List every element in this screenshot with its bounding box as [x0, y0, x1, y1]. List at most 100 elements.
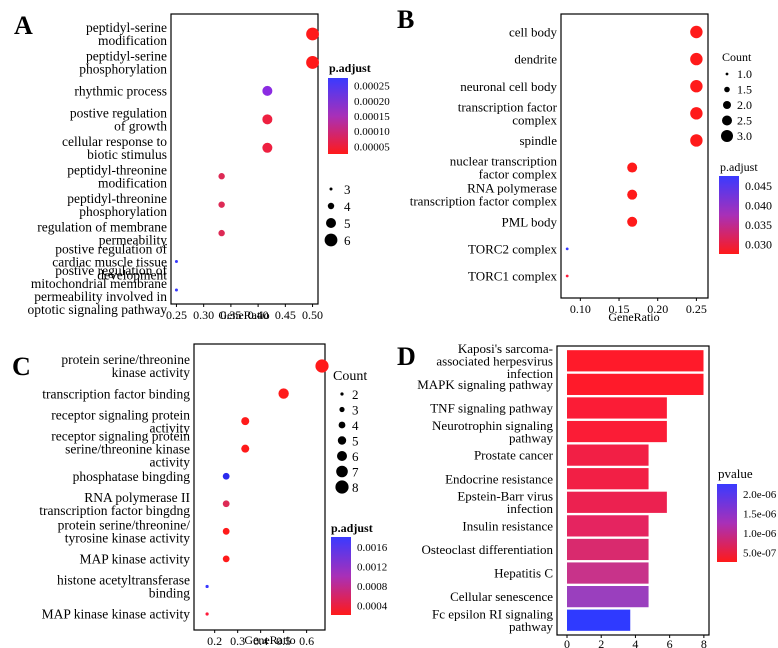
panel-d-color-legend: pvalue 2.0e-06 1.5e-06 1.0e-06 5.0e-07 — [717, 466, 777, 562]
b-point — [565, 247, 569, 251]
b-y-label: RNA polymerase transcription factor compl… — [410, 181, 558, 209]
c-point — [222, 472, 230, 480]
panel-d-y-label: TNF signaling pathway — [430, 401, 553, 416]
a-point — [262, 85, 273, 96]
panel-label-c: C — [12, 352, 31, 381]
panel-c-color-legend-title: p.adjust — [331, 521, 373, 535]
b-point — [690, 52, 703, 66]
panel-label-b: B — [397, 5, 414, 34]
a-y-label: cellular response to biotic stimulus — [62, 134, 167, 162]
panel-d-bar — [567, 373, 704, 395]
b-y-label: neuronal cell body — [460, 79, 557, 94]
panel-d-y-label: Epstein-Barr virus infection — [457, 489, 553, 517]
panel-b-x-ticks: 0.10 0.15 0.20 0.25 — [570, 298, 707, 316]
c-x-tick-label: 0.6 — [299, 634, 314, 648]
panel-a-size-legend-label: 3 — [344, 182, 351, 197]
panel-d-color-legend-title: pvalue — [718, 466, 753, 481]
b-point — [627, 216, 638, 227]
panel-d-bar — [567, 515, 649, 537]
panel-d-y-label: Cellular senescence — [450, 589, 553, 604]
panel-d-y-label: Prostate cancer — [474, 448, 554, 463]
panel-d-y-label: Kaposi's sarcoma-associated herpesvirus i… — [436, 341, 553, 381]
panel-a-points — [174, 27, 319, 292]
panel-c-size-legend-label: 6 — [352, 449, 359, 464]
panel-c-xlabel: GeneRatio — [244, 633, 295, 647]
c-y-label: protein serine/threonine kinase activity — [61, 352, 190, 380]
c-x-tick-label: 0.4 — [253, 634, 268, 648]
panel-d-y-label: MAPK signaling pathway — [417, 377, 553, 392]
b-point — [627, 162, 638, 173]
panel-b-size-legend-dot — [723, 101, 731, 109]
panel-d-bar — [567, 491, 667, 513]
c-y-label: histone acetyltransferase binding — [57, 573, 190, 601]
panel-a-colorbar — [328, 78, 348, 154]
panel-d-colorbar-tick-label: 1.5e-06 — [743, 508, 777, 520]
c-x-tick-label: 0.5 — [276, 634, 291, 648]
a-y-label: postive regulation of mitochondrial membr… — [28, 263, 168, 317]
panel-a-colorbar-tick-label: 0.00010 — [354, 126, 390, 138]
a-point — [218, 173, 225, 180]
panel-d-x-ticks: 0 2 4 6 8 — [564, 635, 707, 648]
b-y-label: TORC2 complex — [468, 241, 557, 256]
panel-d-colorbar-tick-label: 2.0e-06 — [743, 489, 777, 501]
panel-d-bar — [567, 444, 649, 466]
panel-c-y-labels: protein serine/threonine kinase activity t… — [39, 352, 190, 621]
a-point — [218, 201, 225, 208]
panel-b-size-legend-label: 3.0 — [737, 129, 752, 143]
panel-label-a: A — [14, 11, 33, 40]
panel-b-colorbar-tick-label: 0.030 — [745, 237, 772, 251]
a-y-label: postive regulation of growth — [70, 106, 167, 134]
c-point — [278, 388, 289, 399]
panel-d-y-label: Endocrine resistance — [445, 471, 553, 486]
panel-a: peptidyl-serine modificationpeptidyl-seri… — [28, 13, 390, 322]
panel-a-color-legend: p.adjust 0.00025 0.00020 0.00015 0.00010 0.0… — [328, 61, 390, 154]
panel-b-points — [565, 25, 703, 278]
b-x-tick-label: 0.10 — [570, 302, 591, 316]
c-point — [222, 527, 230, 535]
panel-d-x-tick-label: 6 — [667, 637, 673, 648]
b-x-tick-label: 0.15 — [609, 302, 630, 316]
panel-b-size-legend-label: 1.5 — [737, 83, 752, 97]
panel-d-bar — [567, 420, 667, 443]
a-x-tick-label: 0.45 — [275, 308, 296, 322]
b-y-label: cell body — [509, 25, 558, 40]
panel-d-x-tick-label: 8 — [701, 637, 707, 648]
b-point — [690, 134, 703, 147]
panel-b-size-legend-label: 2.0 — [737, 98, 752, 112]
panel-label-d: D — [397, 342, 416, 371]
b-point — [690, 80, 703, 93]
panel-d-y-label: Hepatitis C — [494, 566, 553, 581]
panel-b-size-legend-dot — [724, 86, 730, 93]
panel-a-size-legend-label: 6 — [344, 233, 351, 248]
b-y-label: spindle — [519, 133, 557, 148]
panel-b-size-legend-dot — [721, 130, 733, 142]
panel-a-colorbar-tick-label: 0.00005 — [354, 141, 390, 153]
panel-d-y-label: Osteoclast differentiation — [421, 542, 553, 557]
panel-c-size-legend-dot — [338, 421, 346, 429]
c-y-label: MAP kinase activity — [80, 552, 191, 567]
a-point — [218, 229, 225, 237]
panel-c-size-legend-dot — [336, 465, 348, 478]
panel-d-bar — [567, 397, 667, 419]
panel-c-x-ticks: 0.2 0.3 0.4 0.5 0.6 — [207, 630, 314, 648]
panel-a-xlabel: GeneRatio — [218, 308, 269, 322]
c-point — [222, 555, 230, 563]
b-y-label: PML body — [502, 214, 558, 229]
a-y-label: postive regulation of cardiac muscle tiss… — [52, 241, 167, 282]
panel-b-size-legend-label: 2.5 — [737, 114, 752, 128]
b-point — [690, 25, 703, 39]
panel-c-size-legend-dot — [335, 480, 349, 494]
c-y-label: phosphatase bingding — [73, 469, 191, 484]
panel-b-colorbar-tick-label: 0.045 — [745, 179, 772, 193]
panel-d-bar — [567, 468, 649, 490]
b-point — [690, 107, 703, 120]
b-y-label: dendrite — [514, 52, 557, 67]
panel-c-points — [205, 359, 329, 616]
panel-c-size-legend-label: 5 — [352, 434, 359, 449]
a-x-tick-label: 0.50 — [302, 308, 323, 322]
a-x-tick-label: 0.25 — [166, 308, 187, 322]
b-y-label: TORC1 complex — [468, 269, 557, 284]
panel-a-color-legend-title: p.adjust — [329, 61, 371, 75]
panel-c-size-legend-dot — [340, 392, 344, 396]
